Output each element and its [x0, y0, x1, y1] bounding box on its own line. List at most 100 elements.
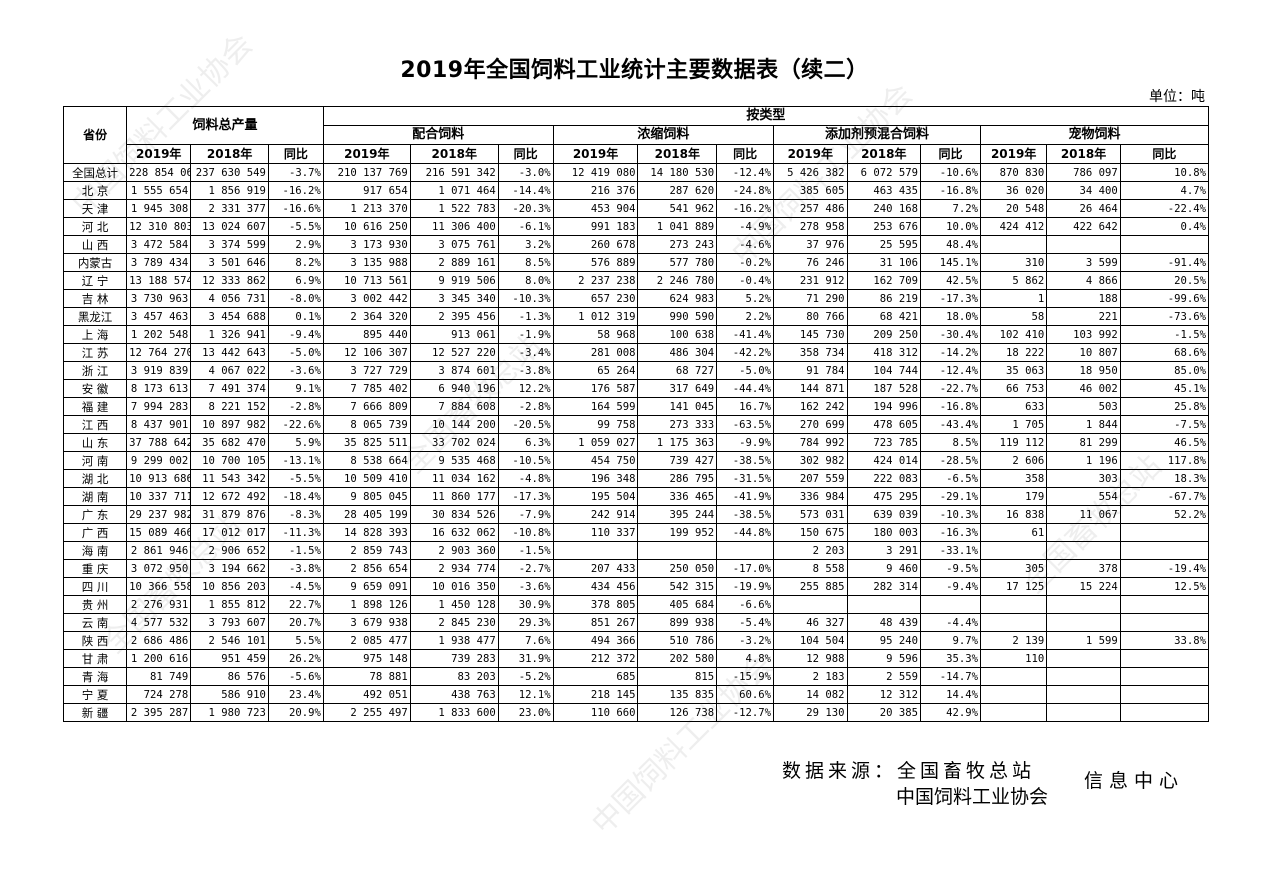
value-cell: 1 555 654 [126, 181, 192, 200]
table-row: 广 东 29 237 982 31 879 876 -8.3% 28 405 199 30… [62, 505, 1210, 524]
value-cell: 78 881 [322, 667, 411, 686]
value-cell: 218 145 [552, 685, 639, 704]
value-cell: 20.7% [267, 613, 324, 632]
value-cell: 270 699 [773, 415, 848, 434]
source-label: 数据来源： [782, 760, 898, 782]
value-cell: -43.4% [920, 415, 982, 434]
value-cell: -20.3% [497, 199, 554, 218]
province-cell: 河 南 [62, 451, 128, 470]
value-cell: 395 244 [637, 505, 718, 524]
value-cell: 2.9% [267, 235, 324, 254]
value-cell: 20 385 [846, 703, 922, 722]
value-cell: 145.1% [920, 253, 982, 272]
value-cell: 11 543 342 [190, 469, 269, 488]
value-cell: 188 [1046, 289, 1121, 308]
value-cell: 8.5% [920, 433, 982, 452]
value-cell: 46.5% [1119, 433, 1210, 452]
value-cell: 8.0% [497, 271, 554, 290]
value-cell: 0.1% [267, 307, 324, 326]
value-cell: 3 793 607 [190, 613, 269, 632]
value-cell: 378 805 [552, 595, 639, 614]
value-cell: 1 833 600 [409, 703, 499, 722]
value-cell: 3 072 950 [126, 559, 192, 578]
value-cell: 424 412 [980, 217, 1048, 236]
province-cell: 陕 西 [62, 631, 128, 650]
value-cell: 33.8% [1119, 631, 1210, 650]
value-cell: 454 750 [552, 451, 639, 470]
value-cell: 1 980 723 [190, 703, 269, 722]
col-premix: 添加剂预混合饲料 [773, 125, 982, 145]
value-cell: 405 684 [637, 595, 718, 614]
value-cell: 870 830 [980, 163, 1048, 182]
value-cell: -13.1% [267, 451, 324, 470]
table-row: 青 海 81 749 86 576 -5.6% 78 881 83 203 -5.2% 685… [62, 667, 1210, 686]
value-cell: 31 106 [846, 253, 922, 272]
value-cell: -4.5% [267, 577, 324, 596]
value-cell: 4 056 731 [190, 289, 269, 308]
value-cell: 576 889 [552, 253, 639, 272]
col-compound: 配合饲料 [322, 125, 554, 145]
province-cell: 湖 南 [62, 487, 128, 506]
table-row: 辽 宁 13 188 574 12 333 862 6.9% 10 713 561 9 9… [62, 271, 1210, 290]
value-cell: 9 460 [846, 559, 922, 578]
table-row: 内蒙古 3 789 434 3 501 646 8.2% 3 135 988 2 889 … [62, 253, 1210, 272]
value-cell: -3.6% [497, 577, 554, 596]
value-cell: 164 599 [552, 397, 639, 416]
value-cell: 228 854 061 [126, 163, 192, 182]
value-cell [1046, 613, 1121, 632]
value-cell: 624 983 [637, 289, 718, 308]
value-cell: 45.1% [1119, 379, 1210, 398]
value-cell: -5.5% [267, 217, 324, 236]
value-cell: -17.3% [920, 289, 982, 308]
value-cell: 8 437 901 [126, 415, 192, 434]
value-cell: 3 730 963 [126, 289, 192, 308]
value-cell: 196 348 [552, 469, 639, 488]
value-cell: 3 501 646 [190, 253, 269, 272]
value-cell: 281 008 [552, 343, 639, 362]
value-cell: 478 605 [846, 415, 922, 434]
value-cell: 255 885 [773, 577, 848, 596]
value-cell: 210 137 769 [322, 163, 411, 182]
value-cell: 10 897 982 [190, 415, 269, 434]
value-cell: 180 003 [846, 523, 922, 542]
value-cell: 209 250 [846, 325, 922, 344]
value-cell: 784 992 [773, 433, 848, 452]
value-cell [920, 595, 982, 614]
value-cell: 110 337 [552, 523, 639, 542]
province-cell: 广 西 [62, 523, 128, 542]
value-cell: 951 459 [190, 649, 269, 668]
value-cell: -63.5% [716, 415, 775, 434]
value-cell: 2 276 931 [126, 595, 192, 614]
value-cell: 3 194 662 [190, 559, 269, 578]
source-org-2: 中国饲料工业协会 [896, 786, 1049, 808]
value-cell: 68 727 [637, 361, 718, 380]
value-cell: 35 682 470 [190, 433, 269, 452]
value-cell: 3 457 463 [126, 307, 192, 326]
value-cell: 17 012 017 [190, 523, 269, 542]
value-cell: 12 106 307 [322, 343, 411, 362]
table-row: 湖 南 10 337 711 12 672 492 -18.4% 9 805 045 11… [62, 487, 1210, 506]
value-cell: -1.5% [267, 541, 324, 560]
value-cell: -0.2% [716, 253, 775, 272]
value-cell: 102 410 [980, 325, 1048, 344]
value-cell: 7 994 283 [126, 397, 192, 416]
province-cell: 海 南 [62, 541, 128, 560]
value-cell: 1 071 464 [409, 181, 499, 200]
value-cell: 475 295 [846, 487, 922, 506]
value-cell: 16.7% [716, 397, 775, 416]
value-cell: 9 299 002 [126, 451, 192, 470]
value-cell: 20.9% [267, 703, 324, 722]
value-cell: 15 089 466 [126, 523, 192, 542]
value-cell: 65 264 [552, 361, 639, 380]
value-cell: 8 558 [773, 559, 848, 578]
value-cell: 81 299 [1046, 433, 1121, 452]
col-by-type: 按类型 [322, 106, 1210, 126]
value-cell: 86 219 [846, 289, 922, 308]
value-cell: -8.3% [267, 505, 324, 524]
province-cell: 江 苏 [62, 343, 128, 362]
value-cell: 463 435 [846, 181, 922, 200]
col-yoy: 同比 [920, 144, 982, 164]
